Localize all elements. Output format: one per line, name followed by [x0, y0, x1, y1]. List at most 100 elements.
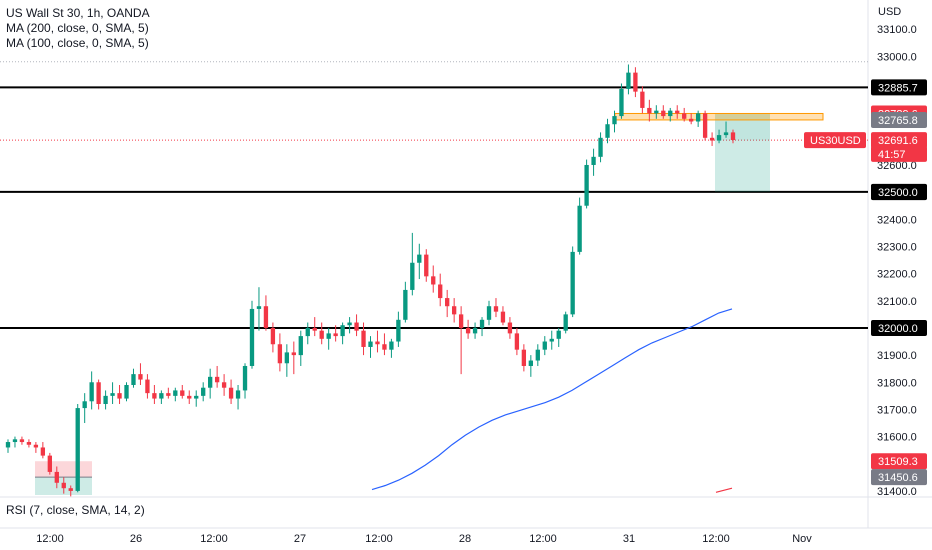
- moving-average-line[interactable]: [371, 308, 733, 491]
- candle-body[interactable]: [208, 376, 213, 388]
- candle-body[interactable]: [305, 327, 310, 337]
- candle-body[interactable]: [709, 137, 715, 141]
- candle-body[interactable]: [26, 442, 32, 445]
- candle-body[interactable]: [668, 110, 673, 117]
- candle-body[interactable]: [612, 116, 617, 125]
- candle-body[interactable]: [368, 341, 373, 347]
- candle-body[interactable]: [235, 390, 241, 399]
- candle-body[interactable]: [249, 308, 255, 366]
- candle-body[interactable]: [326, 333, 331, 339]
- candle-body[interactable]: [152, 393, 157, 399]
- candle-body[interactable]: [82, 401, 87, 409]
- position-target-zone[interactable]: [715, 113, 770, 141]
- candle-body[interactable]: [640, 91, 645, 108]
- candle-body[interactable]: [54, 471, 59, 483]
- candle-body[interactable]: [438, 284, 443, 299]
- candle-body[interactable]: [173, 390, 178, 396]
- symbol-tag[interactable]: [804, 132, 866, 149]
- candle-body[interactable]: [458, 314, 464, 328]
- candle-body[interactable]: [528, 360, 533, 366]
- candle-body[interactable]: [431, 276, 436, 285]
- candle-body[interactable]: [451, 306, 457, 315]
- candle-body[interactable]: [103, 395, 108, 405]
- candle-body[interactable]: [194, 395, 199, 399]
- candle-body[interactable]: [117, 393, 122, 399]
- candle-body[interactable]: [500, 311, 506, 323]
- candle-body[interactable]: [521, 349, 527, 366]
- candle-body[interactable]: [89, 382, 94, 402]
- candle-body[interactable]: [33, 444, 39, 448]
- candle-body[interactable]: [333, 333, 338, 337]
- candle-body[interactable]: [96, 382, 101, 405]
- candle-body[interactable]: [654, 110, 659, 114]
- candle-body[interactable]: [298, 336, 303, 356]
- candle-body[interactable]: [110, 393, 115, 396]
- candle-body[interactable]: [563, 314, 568, 331]
- candle-body[interactable]: [465, 327, 471, 334]
- candle-body[interactable]: [263, 306, 269, 328]
- candle-body[interactable]: [695, 113, 701, 122]
- candle-body[interactable]: [647, 107, 652, 114]
- candle-body[interactable]: [284, 352, 290, 364]
- candle-body[interactable]: [493, 306, 499, 312]
- candle-body[interactable]: [675, 110, 680, 114]
- candle-body[interactable]: [242, 365, 248, 391]
- candle-body[interactable]: [445, 298, 450, 307]
- candle-body[interactable]: [340, 325, 345, 337]
- candle-body[interactable]: [716, 135, 722, 141]
- candle-body[interactable]: [145, 379, 150, 394]
- candle-body[interactable]: [138, 374, 143, 380]
- candle-body[interactable]: [375, 341, 380, 345]
- candle-body[interactable]: [591, 156, 596, 165]
- candle-body[interactable]: [702, 113, 708, 138]
- position-profit-zone[interactable]: [715, 140, 770, 192]
- candle-body[interactable]: [410, 262, 415, 290]
- candle-body[interactable]: [549, 338, 554, 342]
- candle-body[interactable]: [68, 488, 73, 491]
- candle-body[interactable]: [256, 306, 262, 309]
- candle-body[interactable]: [228, 387, 234, 399]
- candle-body[interactable]: [75, 408, 80, 491]
- candle-body[interactable]: [577, 205, 582, 252]
- candle-body[interactable]: [472, 327, 478, 334]
- candle-body[interactable]: [47, 455, 52, 472]
- candle-body[interactable]: [12, 439, 18, 443]
- candle-body[interactable]: [514, 333, 520, 350]
- candle-body[interactable]: [479, 319, 485, 328]
- rsi-indicator-label[interactable]: RSI (7, close, SMA, 14, 2): [6, 503, 145, 517]
- candle-body[interactable]: [396, 319, 401, 342]
- candle-body[interactable]: [201, 387, 206, 396]
- candle-body[interactable]: [598, 137, 603, 157]
- candle-body[interactable]: [354, 322, 359, 331]
- candle-body[interactable]: [403, 289, 408, 320]
- candle-body[interactable]: [270, 327, 276, 345]
- candle-body[interactable]: [166, 393, 171, 396]
- candle-body[interactable]: [382, 344, 387, 350]
- supply-zone-box[interactable]: [614, 112, 824, 121]
- candle-body[interactable]: [417, 254, 422, 263]
- candle-body[interactable]: [214, 376, 220, 383]
- candle-body[interactable]: [730, 132, 736, 140]
- candle-body[interactable]: [542, 341, 547, 350]
- candle-body[interactable]: [605, 124, 610, 138]
- candle-body[interactable]: [61, 482, 66, 489]
- candle-body[interactable]: [584, 164, 589, 206]
- candle-body[interactable]: [5, 442, 11, 448]
- candle-body[interactable]: [682, 113, 687, 119]
- candle-body[interactable]: [159, 393, 164, 399]
- position-stop-zone-left[interactable]: [35, 461, 92, 478]
- candle-body[interactable]: [424, 254, 429, 277]
- candle-body[interactable]: [507, 322, 513, 334]
- candle-body[interactable]: [361, 330, 366, 347]
- candle-body[interactable]: [389, 341, 394, 350]
- candle-body[interactable]: [661, 110, 666, 117]
- legend-ma-200[interactable]: MA (200, close, 0, SMA, 5): [6, 21, 149, 35]
- candle-body[interactable]: [619, 88, 624, 117]
- candle-body[interactable]: [131, 374, 136, 385]
- candle-body[interactable]: [319, 330, 324, 339]
- candle-body[interactable]: [277, 344, 283, 364]
- candle-body[interactable]: [556, 330, 561, 339]
- candle-body[interactable]: [723, 132, 729, 136]
- candle-body[interactable]: [291, 352, 296, 356]
